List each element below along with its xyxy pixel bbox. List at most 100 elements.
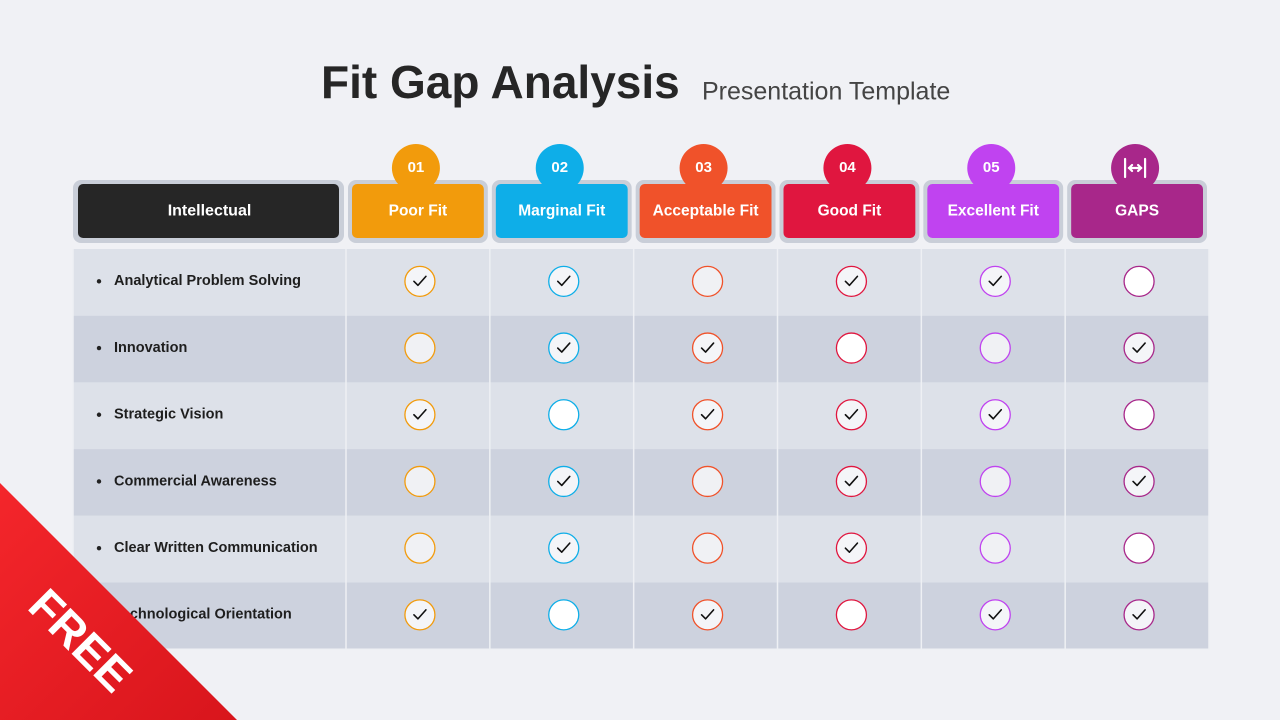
check-circle	[979, 265, 1011, 298]
check-cell	[1123, 332, 1155, 364]
check-circle	[1123, 599, 1155, 631]
row-background	[73, 249, 1209, 316]
check-cell	[548, 465, 580, 498]
column-label: GAPS	[1115, 203, 1159, 220]
check-cell	[1123, 532, 1155, 564]
header-cell	[1071, 184, 1203, 238]
bullet	[96, 545, 102, 551]
column-number: 05	[983, 159, 1000, 176]
check-circle	[835, 599, 868, 631]
bullet	[96, 345, 102, 351]
row-background	[73, 515, 1209, 583]
title: Fit Gap Analysis	[321, 56, 680, 108]
check-circle	[1123, 265, 1155, 298]
check-cell	[548, 265, 580, 298]
header-cell	[639, 184, 772, 238]
check-circle	[548, 532, 580, 564]
check-circle	[835, 399, 868, 431]
column-label: Poor Fit	[389, 203, 448, 220]
check-cell	[691, 332, 724, 364]
check-cell	[691, 465, 724, 498]
check-circle	[548, 332, 580, 364]
header-label: Intellectual	[168, 203, 252, 220]
check-cell	[1123, 599, 1155, 631]
check-circle	[691, 265, 724, 298]
check-cell	[835, 465, 868, 498]
check-mark	[1132, 342, 1146, 353]
check-cell	[1123, 465, 1155, 498]
bullet	[96, 479, 102, 484]
column-number: 04	[839, 159, 856, 176]
check-circle	[979, 465, 1011, 498]
check-circle	[548, 399, 580, 431]
check-cell	[691, 399, 724, 431]
row-background	[73, 582, 1209, 650]
column-label: Acceptable Fit	[653, 203, 759, 220]
check-mark	[988, 408, 1003, 420]
check-circle	[979, 332, 1011, 364]
check-cell	[979, 465, 1011, 498]
badge-ribbon	[0, 483, 237, 720]
check-mark	[413, 609, 427, 620]
check-mark	[844, 275, 859, 287]
check-cell	[979, 532, 1011, 564]
row-label: Clear Written Communication	[114, 540, 318, 556]
check-circle	[691, 332, 724, 364]
check-circle	[404, 599, 436, 631]
check-circle	[404, 465, 436, 498]
check-cell	[979, 599, 1011, 631]
check-cell	[548, 332, 580, 364]
check-mark	[844, 475, 859, 487]
bullet	[96, 279, 102, 284]
check-cell	[1123, 265, 1155, 298]
header-cell	[783, 184, 916, 238]
check-mark	[556, 342, 571, 353]
check-circle	[1123, 332, 1155, 364]
check-circle	[1123, 399, 1155, 431]
check-mark	[556, 542, 571, 553]
check-circle	[548, 465, 580, 498]
check-cell	[835, 532, 868, 564]
number-circle	[391, 144, 440, 192]
check-mark	[413, 275, 427, 287]
check-cell	[548, 599, 580, 631]
row-label: Technological Orientation	[114, 607, 292, 623]
row-label: Commercial Awareness	[114, 473, 277, 489]
check-circle	[404, 332, 436, 364]
check-circle	[548, 599, 580, 631]
number-circle	[967, 144, 1016, 192]
check-circle	[835, 265, 868, 298]
header-cell	[352, 184, 484, 238]
row-label: Innovation	[114, 340, 187, 356]
check-cell	[835, 265, 868, 298]
gap-icon-arrow	[1136, 163, 1143, 173]
column-label: Good Fit	[818, 203, 882, 220]
check-circle	[691, 399, 724, 431]
check-cell	[1123, 399, 1155, 431]
check-circle	[548, 265, 580, 298]
check-cell	[404, 532, 436, 564]
check-mark	[1132, 475, 1146, 487]
check-circle	[691, 599, 724, 631]
gap-icon-arrow	[1127, 163, 1134, 173]
column-label: Excellent Fit	[948, 203, 1039, 220]
check-mark	[413, 408, 427, 420]
column-number: 03	[695, 159, 712, 176]
check-cell	[404, 599, 436, 631]
table: Intellectual 01 Poor Fit 02 Marginal Fit 03 Ac…	[72, 144, 1210, 650]
check-cell	[979, 332, 1011, 364]
subtitle: Presentation Template	[702, 78, 950, 106]
header-cell	[927, 184, 1060, 238]
check-mark	[556, 275, 571, 287]
check-cell	[691, 265, 724, 298]
row-background	[73, 449, 1209, 516]
check-circle	[835, 332, 868, 364]
check-cell	[404, 465, 436, 498]
check-mark	[1132, 609, 1146, 620]
check-mark	[988, 275, 1003, 287]
check-circle	[1123, 465, 1155, 498]
check-cell	[548, 399, 580, 431]
check-cell	[404, 332, 436, 364]
